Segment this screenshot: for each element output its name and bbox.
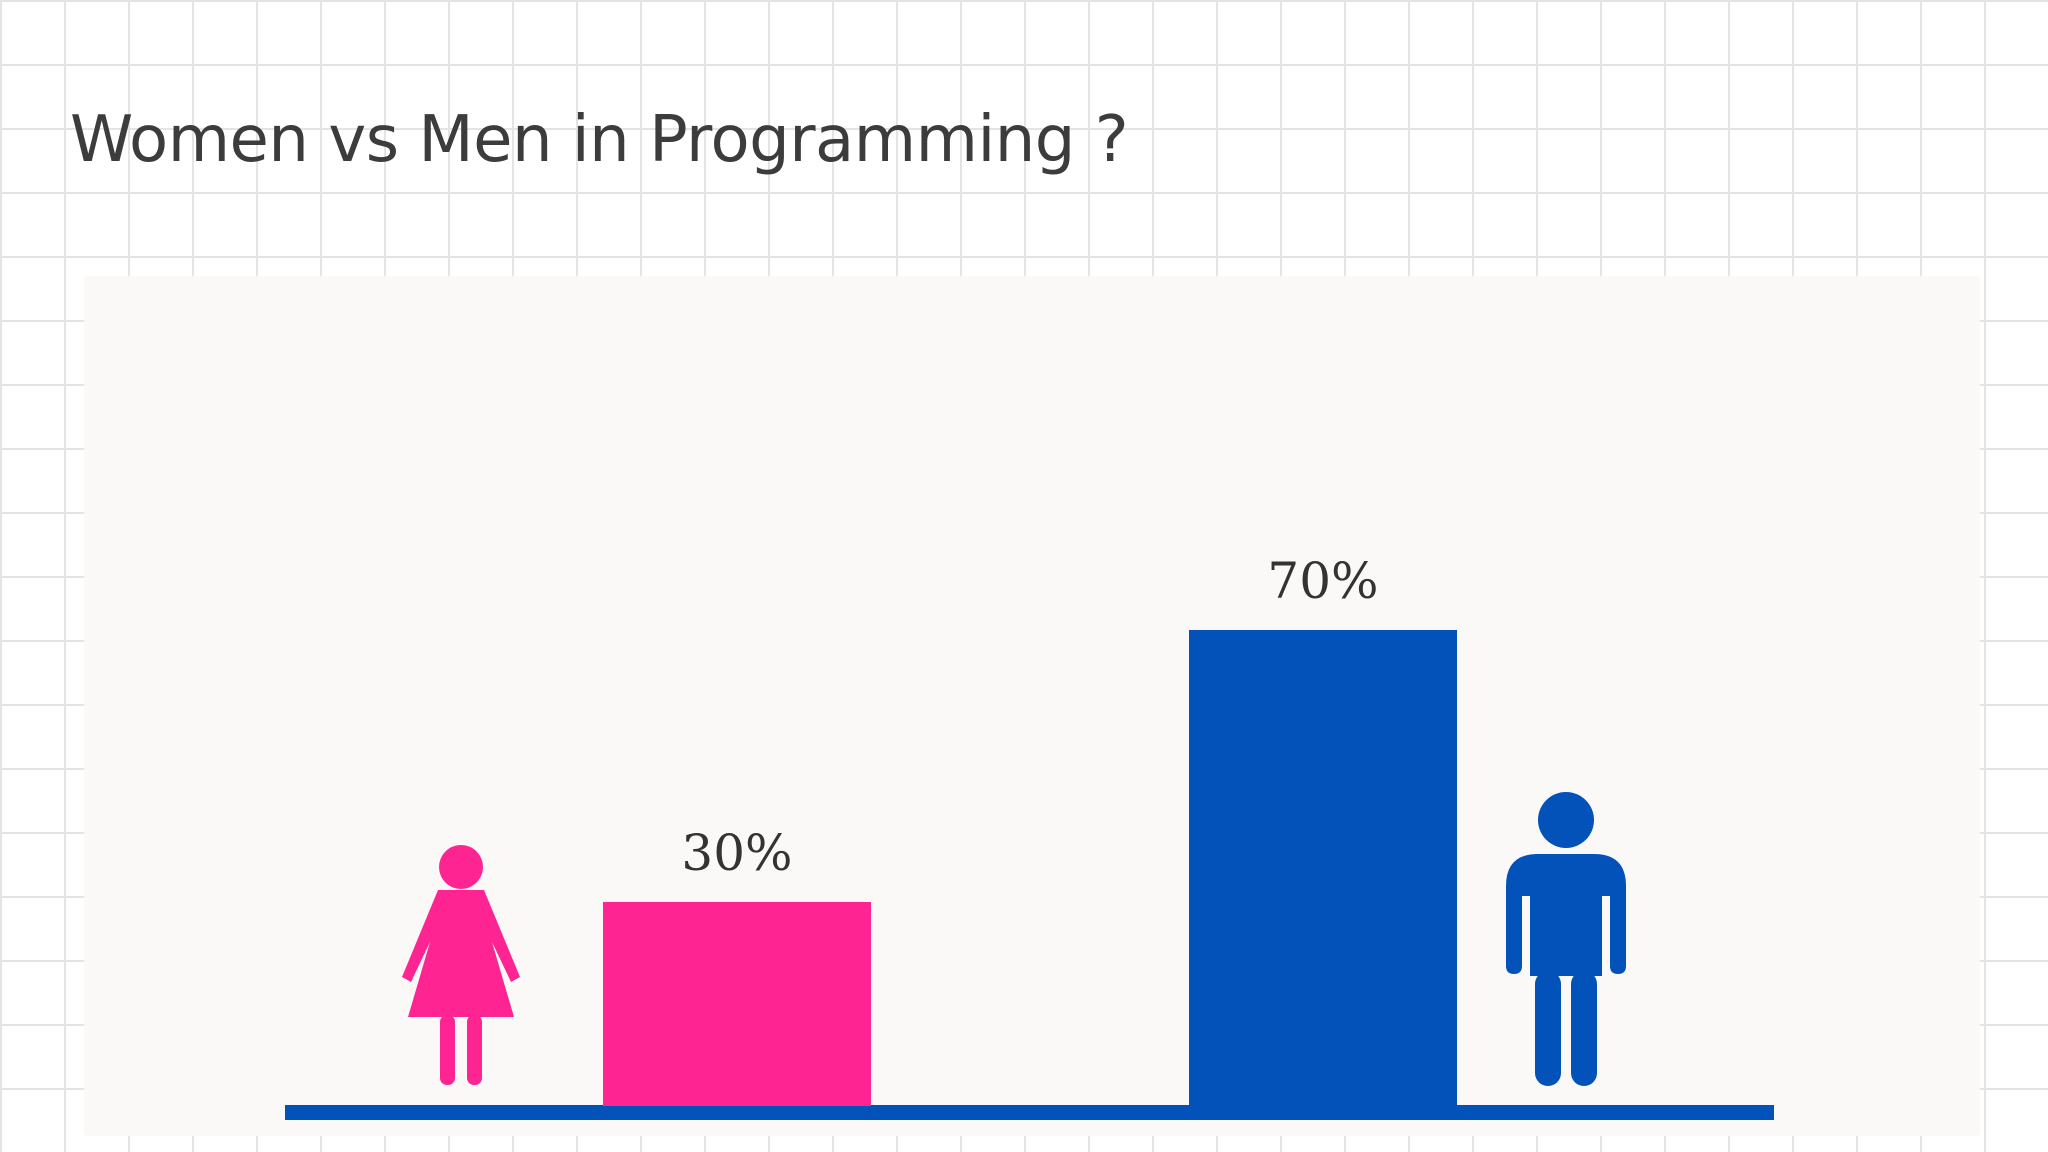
bar-chart: 30% 70% (285, 552, 1774, 1120)
data-label-women: 30% (681, 824, 792, 882)
chart-baseline (285, 1105, 1774, 1120)
man-figure-icon (1506, 792, 1626, 1086)
bar-men (1189, 630, 1457, 1106)
chart-panel: 30% 70% (84, 276, 1980, 1136)
bars-group: 30% 70% (603, 552, 1457, 1106)
woman-figure-icon (402, 845, 520, 1085)
bar-women (603, 902, 871, 1106)
page-title: Women vs Men in Programming ? (70, 103, 1129, 177)
data-label-men: 70% (1267, 552, 1378, 610)
